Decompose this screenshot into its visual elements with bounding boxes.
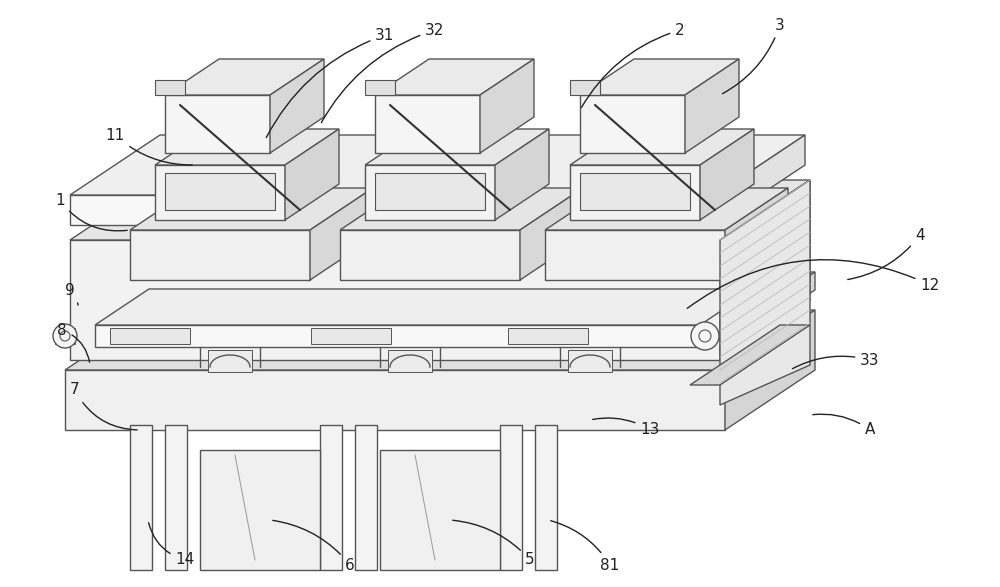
Polygon shape: [365, 129, 549, 165]
Polygon shape: [165, 95, 270, 153]
Polygon shape: [690, 325, 810, 385]
Polygon shape: [375, 95, 480, 153]
Polygon shape: [725, 188, 788, 280]
Bar: [580, 173, 690, 210]
Bar: [568, 350, 612, 372]
Polygon shape: [375, 59, 534, 95]
Bar: [320, 425, 342, 570]
Polygon shape: [495, 129, 549, 220]
Circle shape: [53, 324, 77, 348]
Polygon shape: [285, 129, 339, 220]
Bar: [380, 450, 500, 570]
Text: 2: 2: [581, 22, 685, 107]
Text: 11: 11: [105, 127, 192, 165]
Bar: [535, 425, 557, 570]
Text: 8: 8: [57, 322, 90, 362]
Polygon shape: [65, 310, 815, 370]
Polygon shape: [70, 240, 720, 360]
Polygon shape: [155, 165, 285, 220]
Polygon shape: [130, 188, 373, 230]
Polygon shape: [725, 272, 815, 350]
Polygon shape: [75, 332, 725, 350]
Polygon shape: [700, 129, 754, 220]
Text: 12: 12: [687, 259, 940, 308]
Polygon shape: [545, 188, 788, 230]
Bar: [500, 425, 522, 570]
Polygon shape: [155, 129, 339, 165]
Bar: [165, 173, 275, 210]
Bar: [208, 350, 252, 372]
Bar: [155, 80, 185, 95]
Text: 81: 81: [551, 521, 620, 572]
Bar: [388, 350, 432, 372]
Polygon shape: [310, 188, 373, 280]
Polygon shape: [715, 135, 805, 225]
Polygon shape: [270, 59, 324, 153]
Bar: [55, 328, 75, 344]
Polygon shape: [480, 59, 534, 153]
Bar: [130, 425, 152, 570]
Polygon shape: [580, 59, 739, 95]
Polygon shape: [725, 310, 815, 430]
Text: 6: 6: [273, 521, 355, 572]
Polygon shape: [340, 188, 583, 230]
Polygon shape: [70, 195, 715, 225]
Polygon shape: [570, 129, 754, 165]
Text: 33: 33: [792, 353, 880, 369]
Bar: [311, 328, 391, 344]
Text: 31: 31: [266, 28, 395, 137]
Text: 3: 3: [722, 18, 785, 94]
Polygon shape: [685, 59, 739, 153]
Polygon shape: [65, 370, 725, 430]
Text: A: A: [813, 414, 875, 437]
Bar: [365, 80, 395, 95]
Polygon shape: [545, 230, 725, 280]
Polygon shape: [520, 188, 583, 280]
Text: 4: 4: [848, 228, 925, 279]
Bar: [355, 425, 377, 570]
Bar: [200, 450, 320, 570]
Text: 13: 13: [593, 418, 660, 437]
Polygon shape: [95, 325, 700, 347]
Text: 1: 1: [55, 193, 127, 231]
Polygon shape: [720, 180, 810, 360]
Text: 32: 32: [321, 22, 445, 123]
Polygon shape: [70, 135, 805, 195]
Polygon shape: [580, 95, 685, 153]
Bar: [508, 328, 588, 344]
Polygon shape: [95, 289, 754, 325]
Bar: [165, 425, 187, 570]
Polygon shape: [720, 180, 810, 405]
Polygon shape: [365, 165, 495, 220]
Bar: [110, 328, 190, 344]
Bar: [375, 173, 485, 210]
Polygon shape: [570, 165, 700, 220]
Text: 9: 9: [65, 282, 78, 305]
Bar: [570, 80, 600, 95]
Polygon shape: [130, 230, 310, 280]
Text: 5: 5: [453, 520, 535, 568]
Polygon shape: [165, 59, 324, 95]
Polygon shape: [70, 180, 810, 240]
Polygon shape: [75, 272, 815, 332]
Text: 7: 7: [70, 383, 137, 430]
Circle shape: [691, 322, 719, 350]
Text: 14: 14: [149, 522, 195, 568]
Polygon shape: [340, 230, 520, 280]
